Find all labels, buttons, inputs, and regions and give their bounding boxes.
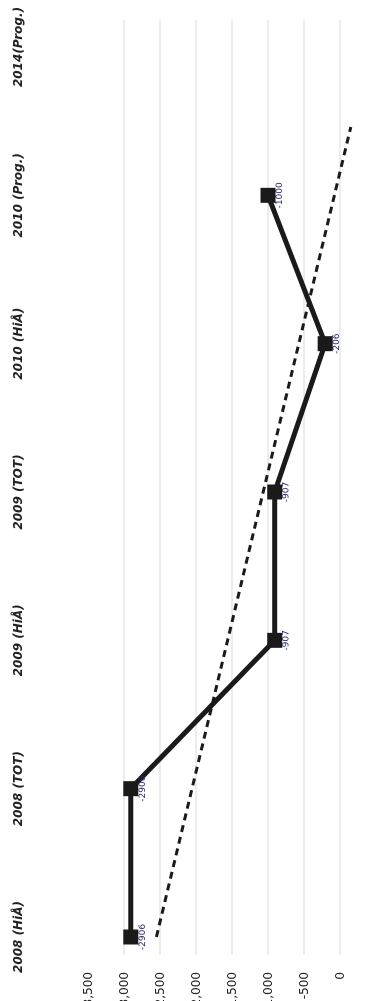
y-tick-label: -1,000 (261, 972, 275, 1001)
data-point-marker (317, 336, 333, 352)
data-label: -2906 (138, 775, 148, 801)
data-point-marker (123, 929, 139, 945)
y-tick-label: -3,500 (81, 972, 95, 1001)
gridlines (123, 20, 341, 955)
y-tick-label: -1,500 (225, 972, 239, 1001)
series-line-path (128, 194, 328, 937)
category-label: 2009 (HiÅ) (10, 604, 25, 676)
trend-line (154, 126, 353, 938)
data-label: -206 (332, 333, 342, 354)
data-label: -907 (282, 630, 292, 650)
data-point-marker (123, 781, 139, 797)
trend-line-path (154, 126, 353, 938)
data-point-marker (260, 187, 276, 203)
category-label: 2010 (Prog.) (11, 153, 25, 237)
data-label: -2906 (138, 924, 148, 950)
category-label: 2008 (TOT) (11, 751, 25, 826)
series-line (128, 194, 328, 937)
category-label: 2014(Prog.) (11, 7, 25, 87)
category-label: 2008 (HiÅ) (10, 901, 25, 973)
y-tick-label: -500 (297, 972, 311, 999)
y-tick-label: 0 (333, 972, 347, 980)
data-label: -1000 (275, 182, 285, 208)
data-point-marker (267, 632, 283, 648)
data-points (123, 187, 333, 945)
category-label: 2009 (TOT) (11, 454, 25, 529)
y-tick-label: -3,000 (117, 972, 131, 1001)
data-label: -907 (282, 482, 292, 502)
category-axis-labels: 2008 (HiÅ) 2008 (TOT) 2009 (HiÅ) 2009 (TOT)… (10, 7, 25, 973)
value-axis-tick-labels: -3,500 -3,000 -2,500 -2,000 -1,500 -1,000 -500… (81, 972, 347, 1001)
data-point-marker (267, 484, 283, 500)
y-tick-label: -2,000 (189, 972, 203, 1001)
category-label: 2010 (HiÅ) (10, 308, 25, 380)
data-labels: -2906 -2906 -907 -907 -206 -1000 (138, 182, 342, 950)
y-tick-label: -2,500 (153, 972, 167, 1001)
